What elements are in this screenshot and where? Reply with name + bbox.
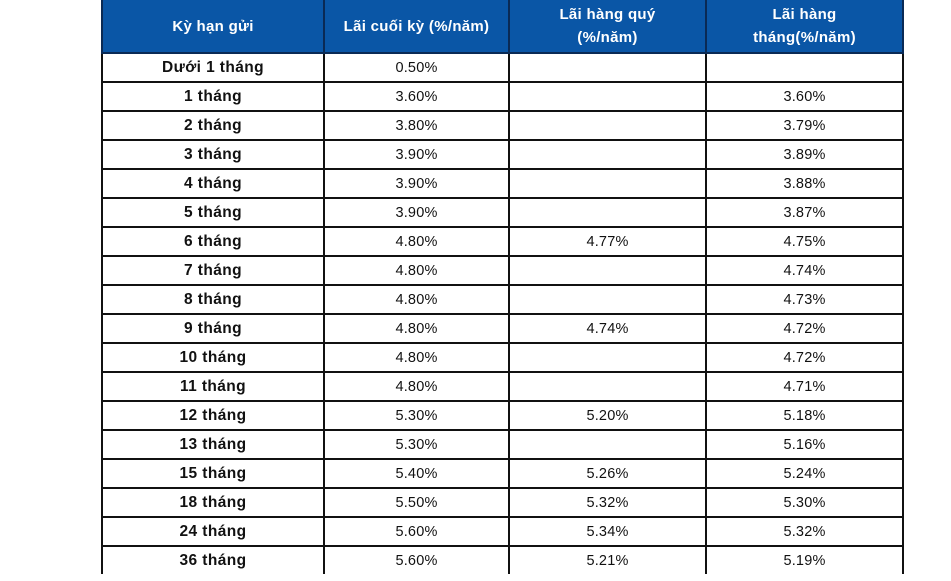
monthly-rate-cell: 4.71% [705, 371, 904, 402]
monthly-rate-cell: 3.89% [705, 139, 904, 170]
monthly-rate-cell: 4.73% [705, 284, 904, 315]
quarterly-rate-cell [508, 81, 707, 112]
table-row: 7 tháng 4.80% 4.74% [101, 255, 904, 286]
end-of-term-rate-cell: 4.80% [323, 371, 510, 402]
monthly-rate-cell: 3.60% [705, 81, 904, 112]
quarterly-rate-cell: 4.74% [508, 313, 707, 344]
end-of-term-rate-cell: 3.80% [323, 110, 510, 141]
quarterly-rate-cell: 5.21% [508, 545, 707, 574]
table-row: 2 tháng 3.80% 3.79% [101, 110, 904, 141]
term-cell: 36 tháng [101, 545, 325, 574]
table-row: 5 tháng 3.90% 3.87% [101, 197, 904, 228]
table-row: 1 tháng 3.60% 3.60% [101, 81, 904, 112]
quarterly-rate-cell [508, 168, 707, 199]
term-cell: 4 tháng [101, 168, 325, 199]
end-of-term-rate-cell: 3.90% [323, 168, 510, 199]
end-of-term-rate-cell: 4.80% [323, 255, 510, 286]
header-monthly-rate: Lãi hàng tháng(%/năm) [705, 0, 904, 54]
monthly-rate-cell: 3.88% [705, 168, 904, 199]
end-of-term-rate-cell: 4.80% [323, 284, 510, 315]
header-quarterly-rate: Lãi hàng quý (%/năm) [508, 0, 707, 54]
quarterly-rate-cell [508, 52, 707, 83]
table-row: 36 tháng 5.60% 5.21% 5.19% [101, 545, 904, 574]
end-of-term-rate-cell: 5.60% [323, 545, 510, 574]
term-cell: 5 tháng [101, 197, 325, 228]
table-row: 24 tháng 5.60% 5.34% 5.32% [101, 516, 904, 547]
table-row: Dưới 1 tháng 0.50% [101, 52, 904, 83]
end-of-term-rate-cell: 5.60% [323, 516, 510, 547]
end-of-term-rate-cell: 5.30% [323, 429, 510, 460]
table-row: 15 tháng 5.40% 5.26% 5.24% [101, 458, 904, 489]
quarterly-rate-cell [508, 197, 707, 228]
monthly-rate-cell: 3.87% [705, 197, 904, 228]
table-row: 3 tháng 3.90% 3.89% [101, 139, 904, 170]
term-cell: 11 tháng [101, 371, 325, 402]
monthly-rate-cell: 3.79% [705, 110, 904, 141]
quarterly-rate-cell [508, 284, 707, 315]
term-cell: 10 tháng [101, 342, 325, 373]
table-row: 18 tháng 5.50% 5.32% 5.30% [101, 487, 904, 518]
quarterly-rate-cell [508, 110, 707, 141]
term-cell: 1 tháng [101, 81, 325, 112]
term-cell: 9 tháng [101, 313, 325, 344]
quarterly-rate-cell [508, 255, 707, 286]
table-row: 12 tháng 5.30% 5.20% 5.18% [101, 400, 904, 431]
quarterly-rate-cell [508, 139, 707, 170]
monthly-rate-cell: 5.16% [705, 429, 904, 460]
quarterly-rate-cell [508, 342, 707, 373]
table-row: 6 tháng 4.80% 4.77% 4.75% [101, 226, 904, 257]
table-row: 4 tháng 3.90% 3.88% [101, 168, 904, 199]
term-cell: 7 tháng [101, 255, 325, 286]
monthly-rate-cell [705, 52, 904, 83]
table-row: 10 tháng 4.80% 4.72% [101, 342, 904, 373]
end-of-term-rate-cell: 0.50% [323, 52, 510, 83]
term-cell: 6 tháng [101, 226, 325, 257]
interest-rate-table: Kỳ hạn gửi Lãi cuối kỳ (%/năm) Lãi hàng … [101, 0, 904, 574]
quarterly-rate-cell [508, 371, 707, 402]
header-term: Kỳ hạn gửi [101, 0, 325, 54]
monthly-rate-cell: 4.72% [705, 342, 904, 373]
term-cell: 24 tháng [101, 516, 325, 547]
quarterly-rate-cell: 5.26% [508, 458, 707, 489]
monthly-rate-cell: 4.74% [705, 255, 904, 286]
quarterly-rate-cell: 5.32% [508, 487, 707, 518]
term-cell: 2 tháng [101, 110, 325, 141]
term-cell: Dưới 1 tháng [101, 52, 325, 83]
end-of-term-rate-cell: 4.80% [323, 342, 510, 373]
term-cell: 8 tháng [101, 284, 325, 315]
monthly-rate-cell: 5.18% [705, 400, 904, 431]
end-of-term-rate-cell: 5.30% [323, 400, 510, 431]
table-row: 13 tháng 5.30% 5.16% [101, 429, 904, 460]
term-cell: 13 tháng [101, 429, 325, 460]
header-end-of-term-rate: Lãi cuối kỳ (%/năm) [323, 0, 510, 54]
table-row: 9 tháng 4.80% 4.74% 4.72% [101, 313, 904, 344]
monthly-rate-cell: 5.24% [705, 458, 904, 489]
term-cell: 15 tháng [101, 458, 325, 489]
end-of-term-rate-cell: 4.80% [323, 313, 510, 344]
term-cell: 12 tháng [101, 400, 325, 431]
end-of-term-rate-cell: 4.80% [323, 226, 510, 257]
monthly-rate-cell: 5.30% [705, 487, 904, 518]
term-cell: 3 tháng [101, 139, 325, 170]
quarterly-rate-cell [508, 429, 707, 460]
table-header-row: Kỳ hạn gửi Lãi cuối kỳ (%/năm) Lãi hàng … [101, 0, 904, 54]
term-cell: 18 tháng [101, 487, 325, 518]
quarterly-rate-cell: 4.77% [508, 226, 707, 257]
end-of-term-rate-cell: 3.90% [323, 139, 510, 170]
end-of-term-rate-cell: 5.50% [323, 487, 510, 518]
table-row: 11 tháng 4.80% 4.71% [101, 371, 904, 402]
end-of-term-rate-cell: 5.40% [323, 458, 510, 489]
monthly-rate-cell: 5.32% [705, 516, 904, 547]
monthly-rate-cell: 4.75% [705, 226, 904, 257]
end-of-term-rate-cell: 3.90% [323, 197, 510, 228]
monthly-rate-cell: 4.72% [705, 313, 904, 344]
table-row: 8 tháng 4.80% 4.73% [101, 284, 904, 315]
end-of-term-rate-cell: 3.60% [323, 81, 510, 112]
interest-rate-table-container: Kỳ hạn gửi Lãi cuối kỳ (%/năm) Lãi hàng … [101, 0, 904, 574]
monthly-rate-cell: 5.19% [705, 545, 904, 574]
quarterly-rate-cell: 5.20% [508, 400, 707, 431]
quarterly-rate-cell: 5.34% [508, 516, 707, 547]
